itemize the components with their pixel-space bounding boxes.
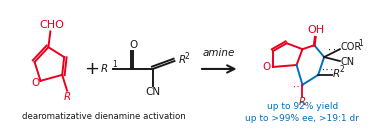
Text: +: + [84,60,99,78]
Text: O: O [31,78,40,88]
Text: R: R [299,97,306,107]
Text: O: O [262,62,270,72]
Text: 2: 2 [340,65,345,74]
Text: up to >99% ee, >19:1 dr: up to >99% ee, >19:1 dr [245,114,359,123]
Text: R: R [64,92,71,102]
Text: dearomatizative dienamine activation: dearomatizative dienamine activation [22,112,186,121]
Text: CN: CN [145,87,160,97]
Text: O: O [129,40,137,50]
Text: ···: ··· [327,47,342,56]
Text: CN: CN [341,57,355,67]
Text: up to 92% yield: up to 92% yield [267,102,338,111]
Text: R: R [101,64,108,74]
Text: ···: ··· [291,84,305,93]
Text: amine: amine [203,48,235,58]
Text: R: R [333,69,340,79]
Text: OH: OH [308,25,325,35]
Text: COR: COR [341,42,362,52]
Text: 2: 2 [184,52,189,61]
Text: 1: 1 [359,39,363,48]
Text: CHO: CHO [39,20,64,30]
Text: R: R [178,55,186,65]
Text: 1: 1 [112,61,117,70]
Text: ···: ··· [320,66,334,75]
